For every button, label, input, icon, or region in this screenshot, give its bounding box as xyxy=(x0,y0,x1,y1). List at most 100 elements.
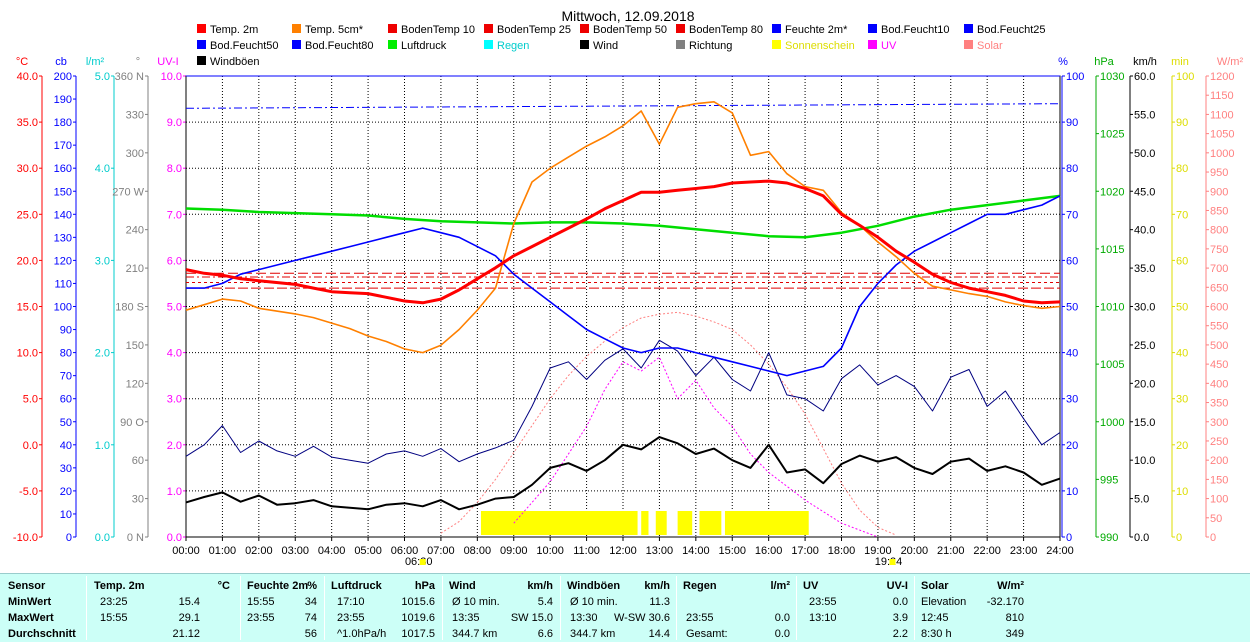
tick-label: 15.0 xyxy=(1134,417,1155,429)
tick-label: 0.0 xyxy=(1134,532,1149,544)
stats-cell: 344.7 km xyxy=(452,628,498,640)
axis-unit: °C xyxy=(16,56,28,68)
time-tick-label: 07:00 xyxy=(427,545,455,557)
tick-label: 300 xyxy=(1210,417,1228,429)
sunshine-block xyxy=(655,511,667,535)
tick-label: 100 xyxy=(54,302,72,314)
legend-label: UV xyxy=(881,40,897,52)
stats-cell: 6.6 xyxy=(537,628,553,640)
tick-label: 55.0 xyxy=(1134,109,1155,121)
legend-label: Solar xyxy=(977,40,1003,52)
legend-swatch xyxy=(676,40,685,49)
legend-label: Regen xyxy=(497,40,529,52)
tick-label: 10.0 xyxy=(161,71,182,83)
tick-label: 20.0 xyxy=(17,255,38,267)
tick-label: 60 xyxy=(1066,255,1078,267)
legend-swatch xyxy=(772,24,781,33)
tick-label: 995 xyxy=(1100,474,1118,486)
time-tick-label: 10:00 xyxy=(536,545,564,557)
axis-wm2: W/m² 0 50 100 150 200 250 300 350 400 450 500 550 600… xyxy=(1205,56,1243,544)
legend-label: Bod.Feucht80 xyxy=(305,40,374,52)
tick-label: 2.0 xyxy=(95,348,110,360)
time-tick-label: 13:00 xyxy=(646,545,674,557)
legend-item: Solar xyxy=(964,40,1003,52)
axis-kmh: km/h 0.0 5.0 10.0 15.0 20.0 25.0 30.0 35.0 40.0 45… xyxy=(1129,56,1157,544)
stats-cell: Ø 10 min. xyxy=(452,596,500,608)
series-feuchte-2m- xyxy=(186,195,1061,377)
stats-header: Windböen xyxy=(567,580,621,592)
tick-label: 4.0 xyxy=(95,163,110,175)
tick-label: 10.0 xyxy=(17,348,38,360)
tick-label: 650 xyxy=(1210,282,1228,294)
tick-label: 5.0 xyxy=(23,394,38,406)
tick-label: 900 xyxy=(1210,186,1228,198)
stats-cell: 1017.5 xyxy=(401,628,435,640)
tick-label: 270 W xyxy=(112,186,144,198)
stats-cell: 344.7 km xyxy=(570,628,616,640)
stats-cell: 13:10 xyxy=(809,612,837,624)
tick-label: 1030 xyxy=(1100,71,1124,83)
tick-label: 90 xyxy=(60,325,72,337)
stats-separator xyxy=(324,576,325,640)
tick-label: 120 xyxy=(54,255,72,267)
tick-label: 50.0 xyxy=(1134,148,1155,160)
tick-label: 180 S xyxy=(115,302,144,314)
legend-label: Bod.Feucht25 xyxy=(977,24,1046,36)
tick-label: 700 xyxy=(1210,263,1228,275)
sunshine-block xyxy=(480,511,638,535)
tick-label: 120 xyxy=(126,378,144,390)
stats-cell: 23:55 xyxy=(247,612,275,624)
sunrise-label-marker xyxy=(419,559,426,565)
time-tick-label: 22:00 xyxy=(973,545,1001,557)
tick-label: 70 xyxy=(60,371,72,383)
stats-cell: 1019.6 xyxy=(401,612,435,624)
axis-unit: UV-I xyxy=(157,56,178,68)
stats-header: W/m² xyxy=(997,580,1024,592)
sunset-label-marker xyxy=(889,559,896,565)
stats-header: % xyxy=(307,580,317,592)
stats-separator xyxy=(796,576,797,640)
legend-item: Temp. 2m xyxy=(197,24,258,36)
tick-label: -10.0 xyxy=(13,532,38,544)
legend-item: Temp. 5cm* xyxy=(292,24,364,36)
axis-hpa: hPa 990 995 1000 1005 1010 1015 1020 1025 1030 xyxy=(1094,56,1124,544)
legend-item: UV xyxy=(868,40,897,52)
stats-separator xyxy=(560,576,561,640)
tick-label: 300 xyxy=(126,148,144,160)
tick-label: 0.0 xyxy=(95,532,110,544)
legend-label: Wind xyxy=(593,40,618,52)
legend-swatch xyxy=(197,40,206,49)
tick-label: 30 xyxy=(1066,394,1078,406)
axis-hum: % 0 10 20 30 40 50 60 70 80 90 100 xyxy=(1058,56,1084,544)
legend-item: Luftdruck xyxy=(388,40,447,52)
tick-label: 150 xyxy=(54,186,72,198)
tick-label: 450 xyxy=(1210,359,1228,371)
tick-label: 100 xyxy=(1066,71,1084,83)
legend-label: Bod.Feucht50 xyxy=(210,40,279,52)
tick-label: 1000 xyxy=(1100,417,1124,429)
stats-header: °C xyxy=(217,580,230,592)
legend-item: BodenTemp 80 xyxy=(676,24,763,36)
legend-label: Temp. 5cm* xyxy=(305,24,364,36)
sunset-label: 19:24 xyxy=(875,556,903,568)
stats-cell: ^1.0hPa/h xyxy=(337,628,387,640)
sunshine-block xyxy=(677,511,693,535)
tick-label: 350 xyxy=(1210,398,1228,410)
tick-label: 1005 xyxy=(1100,359,1124,371)
legend-item: BodenTemp 50 xyxy=(580,24,667,36)
legend-swatch xyxy=(580,40,589,49)
tick-label: 800 xyxy=(1210,225,1228,237)
tick-label: 1025 xyxy=(1100,129,1124,141)
tick-label: 40 xyxy=(60,440,72,452)
sunshine-block xyxy=(699,511,722,535)
tick-label: 50 xyxy=(60,417,72,429)
stats-cell: Gesamt: xyxy=(686,628,728,640)
stats-cell: 1015.6 xyxy=(401,596,435,608)
tick-label: 200 xyxy=(54,71,72,83)
tick-label: 5.0 xyxy=(1134,494,1149,506)
legend-item: Bod.Feucht25 xyxy=(964,24,1046,36)
tick-label: 90 xyxy=(1066,117,1078,129)
stats-header: l/m² xyxy=(770,580,790,592)
tick-label: 1000 xyxy=(1210,148,1234,160)
stats-header: UV-I xyxy=(886,580,908,592)
